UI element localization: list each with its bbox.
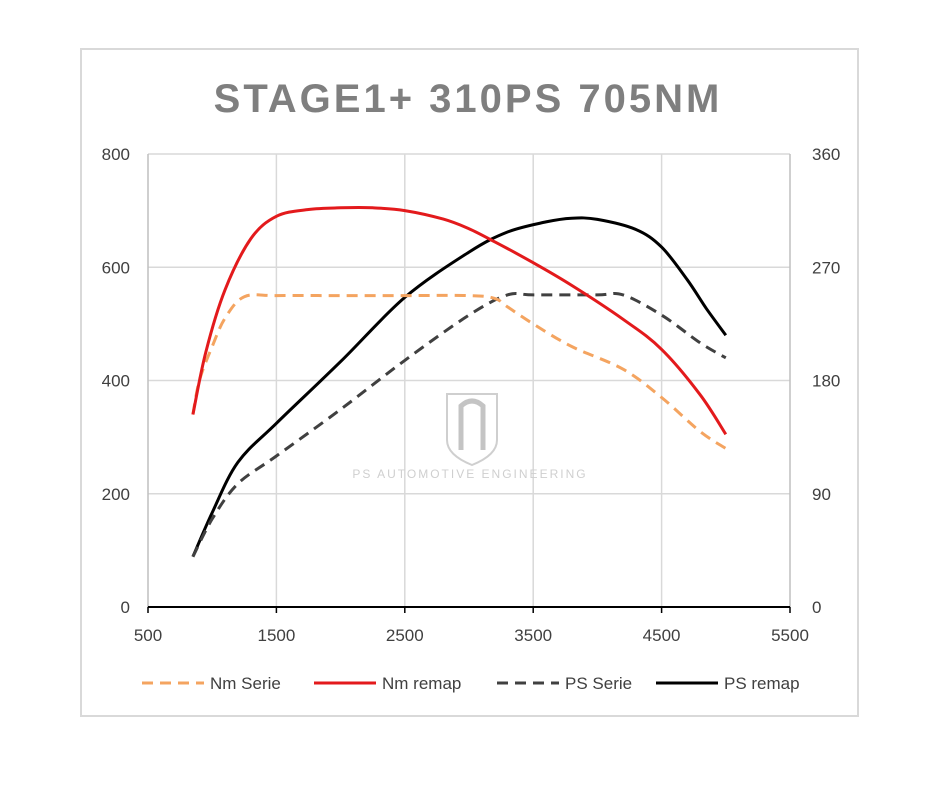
x-tick-label: 500 <box>134 626 162 645</box>
y-right-tick-label: 360 <box>812 145 840 164</box>
legend-label: PS remap <box>724 674 800 693</box>
series-line-nm-serie <box>191 293 727 450</box>
axes <box>147 154 791 613</box>
legend-label: Nm Serie <box>210 674 281 693</box>
x-tick-label: 4500 <box>643 626 681 645</box>
series-line-ps-serie <box>191 291 727 558</box>
y-right-tick-label: 180 <box>812 372 840 391</box>
x-tick-label: 1500 <box>257 626 295 645</box>
legend-label: Nm remap <box>382 674 461 693</box>
y-left-tick-label: 400 <box>102 372 130 391</box>
x-tick-label: 5500 <box>771 626 809 645</box>
series-line-nm-remap <box>191 206 728 436</box>
tick-labels: 500 1500 2500 3500 4500 550002004006008000901… <box>102 145 841 645</box>
y-left-tick-label: 800 <box>102 145 130 164</box>
watermark-logo-icon <box>446 393 498 467</box>
legend-label: PS Serie <box>565 674 632 693</box>
x-tick-label: 2500 <box>386 626 424 645</box>
y-left-tick-label: 200 <box>102 485 130 504</box>
series-line-ps-remap <box>191 216 728 558</box>
y-right-tick-label: 270 <box>812 258 840 277</box>
y-right-tick-label: 90 <box>812 485 831 504</box>
legend: Nm Serie Nm remap PS Serie PS remap <box>142 674 800 693</box>
grid-lines <box>148 153 790 607</box>
watermark: PS AUTOMOTIVE ENGINEERING <box>352 393 587 481</box>
chart-frame <box>80 48 859 717</box>
y-right-tick-label: 0 <box>812 598 821 617</box>
y-left-tick-label: 0 <box>121 598 130 617</box>
watermark-text: PS AUTOMOTIVE ENGINEERING <box>352 467 587 481</box>
chart-title: STAGE1+ 310PS 705NM <box>214 77 723 121</box>
y-left-tick-label: 600 <box>102 258 130 277</box>
x-tick-label: 3500 <box>514 626 552 645</box>
series-group <box>191 206 728 558</box>
